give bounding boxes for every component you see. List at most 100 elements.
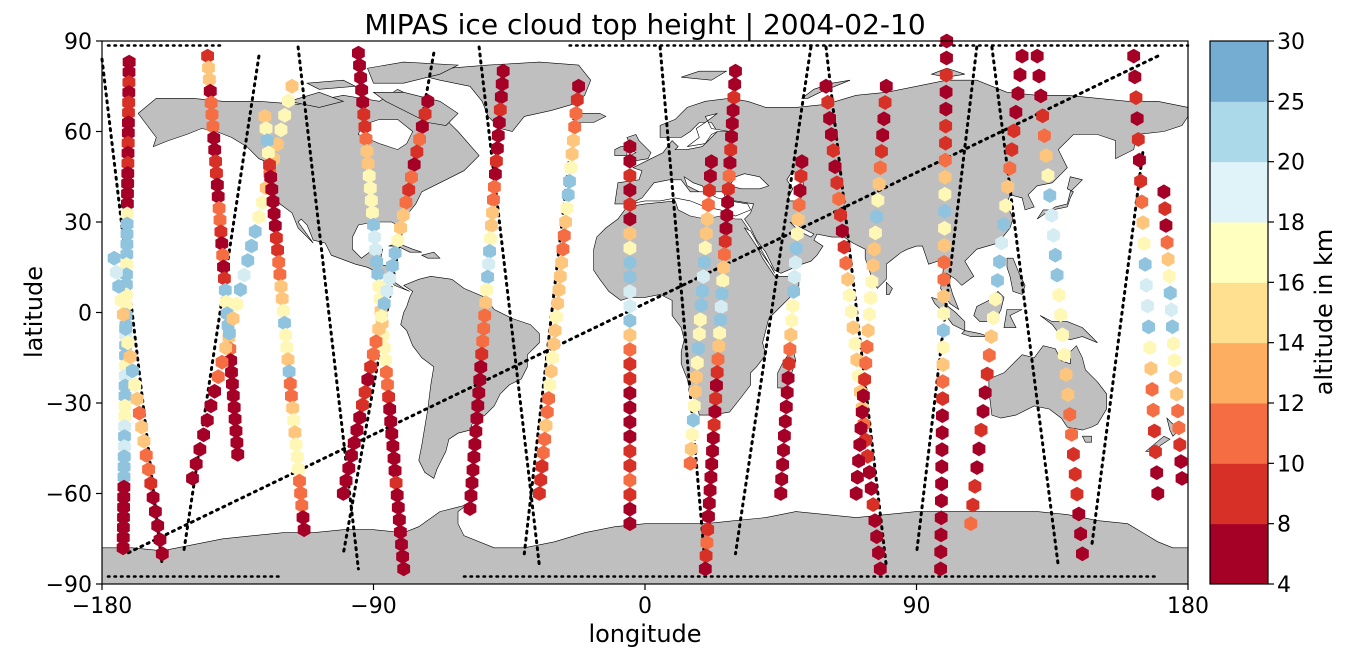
cloud-hex [692,326,706,342]
cloud-hex [270,230,283,246]
cloud-hex [1072,506,1086,522]
cloud-hex [354,70,367,85]
cloud-hex [215,354,229,370]
cloud-hex [1030,48,1044,64]
cloud-hex [623,342,637,357]
cloud-hex [1127,48,1141,64]
cloud-hex [533,486,546,501]
cloud-hex [358,384,372,400]
orbit-track-7 [658,45,707,568]
cloud-hex [203,83,217,99]
sea-mediterranean [629,179,752,217]
cloud-hex [1048,247,1062,263]
cloud-hex [248,224,262,239]
cloud-hex [701,197,715,213]
cloud-hex [860,339,874,355]
cloud-hex [486,205,499,221]
cloud-hex [378,352,392,368]
cloud-hex [787,284,800,299]
cloud-hex [142,462,155,477]
cloud-hex [869,225,882,241]
cloud-hex [687,398,701,414]
cloud-hex [1011,86,1025,101]
cloud-hex [368,229,381,245]
cloud-hex [110,264,123,280]
cloud-hex [122,64,136,80]
cloud-hex [296,510,310,525]
cloud-hex [1159,218,1173,233]
colorbar: 4 8 10 12 14 16 18 20 25 30 [1209,30,1305,598]
cloud-hex [978,385,992,401]
cloud-hex [565,146,579,162]
cloud-hex [828,159,842,175]
cloud-hex [1057,347,1071,363]
cloud-hex [372,321,386,337]
cloud-hex [939,135,952,151]
cloud-hex [972,441,986,457]
cloud-hex [197,427,210,443]
cloud-hex [361,372,375,387]
cloud-hex [708,404,722,420]
cloud-hex [491,128,505,143]
cloud-hex [1036,108,1049,124]
cloud-hex [371,266,385,282]
cloud-hex [358,119,372,135]
cloud-hex [939,118,953,134]
cloud-hex [270,136,284,152]
cloud-hex [116,540,130,556]
cloud-hex [702,509,715,524]
cloud-hex [117,449,131,465]
cloud-hex [283,376,297,392]
cloud-hex [297,522,311,538]
cloud-hex [415,119,429,134]
cloud-hex [623,168,637,183]
cloud-hex [118,408,132,424]
cloud-hex [935,493,948,509]
cloud-hex [290,449,304,465]
cloud-hex [938,220,951,236]
cloud-hex [1160,235,1174,250]
cloud-hex [695,283,709,299]
cloud-hex [389,475,403,491]
cloud-hex [875,144,888,159]
cloud-hex [702,183,716,198]
cloud-hex [282,364,296,380]
cloud-hex [479,295,493,311]
cloud-hex [285,388,298,404]
cloud-hex [122,85,136,100]
colorbar-tick-label: 8 [1277,513,1291,538]
cloud-hex [870,209,884,224]
cloud-hex [387,451,401,466]
cloud-hex [1166,319,1179,335]
cloud-hex [391,500,405,515]
cloud-hex [726,103,740,118]
cloud-hex [1041,168,1055,183]
cloud-hex [718,234,732,249]
cloud-hex [623,182,637,198]
x-tick-label: 0 [638,594,652,619]
cloud-hex [293,473,306,489]
land-java [961,330,989,337]
cloud-hex [966,497,980,513]
cloud-hex [392,512,406,528]
cloud-hex [853,437,867,452]
cloud-hex [291,461,305,477]
cloud-hex [837,239,851,255]
cloud-hex [940,50,953,66]
cloud-hex [872,545,885,561]
cloud-hex [1174,454,1188,469]
cloud-hex [1056,327,1069,343]
cloud-hex [396,549,409,564]
cloud-hex [859,355,873,371]
colorbar-segment [1210,101,1268,163]
cloud-hex [780,385,794,400]
cloud-hex [1171,403,1185,419]
cloud-hex [205,107,219,122]
cloud-hex [117,469,131,485]
cloud-hex [982,347,996,363]
cloud-hex [623,153,637,169]
cloud-hex [729,63,742,79]
map-area [100,33,1190,585]
cloud-hex [783,341,797,357]
cloud-hex [274,279,288,294]
